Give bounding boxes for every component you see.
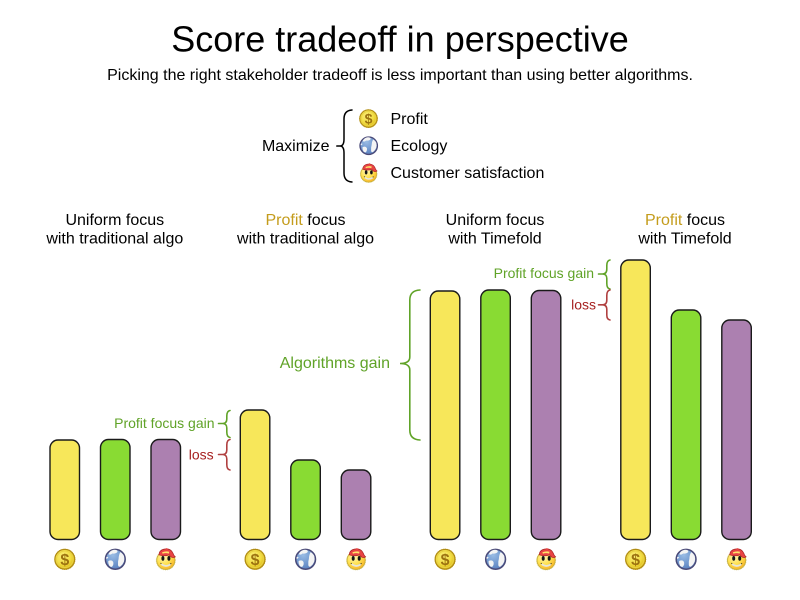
svg-text:with traditional algo: with traditional algo	[236, 231, 374, 248]
svg-text:loss: loss	[571, 297, 596, 313]
svg-text:Algorithms gain: Algorithms gain	[280, 355, 390, 372]
svg-text:Score tradeoff in perspective: Score tradeoff in perspective	[171, 19, 629, 60]
svg-text:Customer satisfaction: Customer satisfaction	[391, 165, 545, 182]
svg-text:Profit focus gain: Profit focus gain	[494, 265, 594, 281]
svg-text:Profit focus gain: Profit focus gain	[114, 415, 214, 431]
svg-text:Uniform focus: Uniform focus	[446, 212, 545, 229]
svg-text:with Timefold: with Timefold	[637, 231, 731, 248]
svg-text:Maximize: Maximize	[262, 138, 330, 155]
svg-text:with Timefold: with Timefold	[447, 231, 541, 248]
svg-text:Profit: Profit	[391, 111, 429, 128]
svg-text:Uniform focus: Uniform focus	[65, 212, 164, 229]
svg-text:with traditional algo: with traditional algo	[45, 231, 183, 248]
svg-text:Picking the right stakeholder: Picking the right stakeholder tradeoff i…	[107, 67, 693, 84]
svg-text:loss: loss	[189, 447, 214, 463]
svg-text:Profit focus: Profit focus	[265, 212, 345, 229]
svg-text:Profit focus: Profit focus	[645, 212, 725, 229]
svg-text:Ecology: Ecology	[391, 138, 448, 155]
